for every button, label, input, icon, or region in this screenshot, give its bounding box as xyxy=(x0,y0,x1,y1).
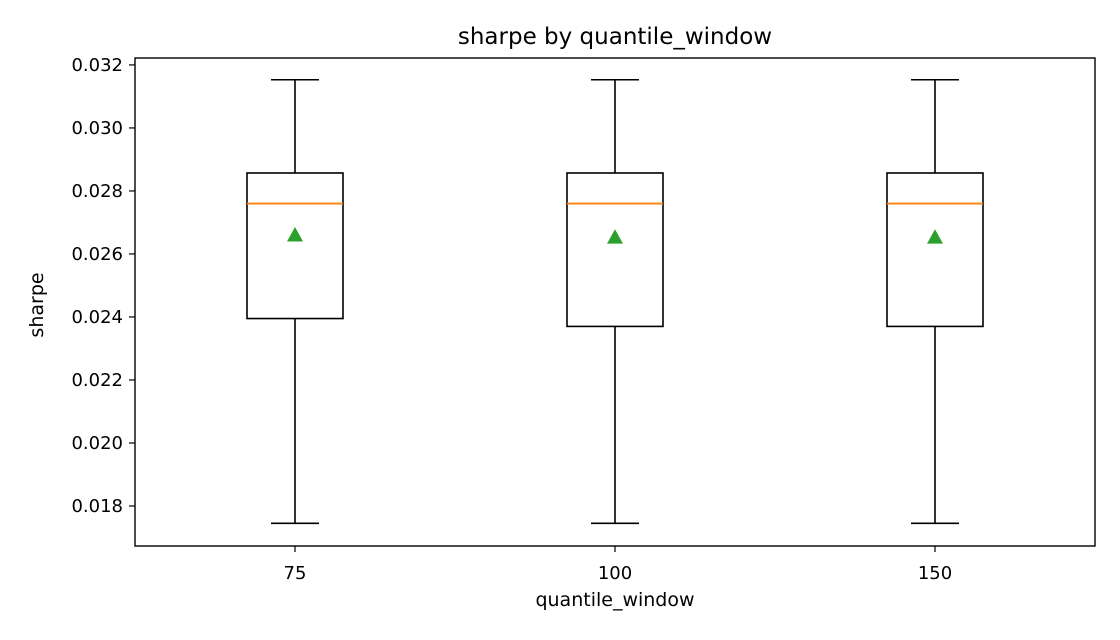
mean-marker xyxy=(607,229,623,244)
box-iqr xyxy=(566,172,664,328)
box-iqr xyxy=(886,172,984,328)
y-tick-label: 0.018 xyxy=(71,496,123,517)
mean-marker xyxy=(287,227,303,242)
y-tick-label: 0.022 xyxy=(71,370,123,391)
mean-marker xyxy=(927,229,943,244)
x-tick-label: 75 xyxy=(284,563,307,584)
y-tick-label: 0.030 xyxy=(71,118,123,139)
plot-area: 75 100 150 0.018 0.020 0.022 0.024 0.026 0.028 0.… xyxy=(71,55,1096,584)
x-axis-label: quantile_window xyxy=(535,589,694,611)
chart-title: sharpe by quantile_window xyxy=(458,24,772,50)
y-tick-label: 0.026 xyxy=(71,244,123,265)
y-tick-label: 0.028 xyxy=(71,181,123,202)
plot-frame xyxy=(134,57,1096,547)
y-tick-label: 0.024 xyxy=(71,307,123,328)
y-tick-label: 0.032 xyxy=(71,55,123,76)
y-axis-label: sharpe xyxy=(26,272,48,337)
x-tick-label: 150 xyxy=(918,563,952,584)
y-tick-label: 0.020 xyxy=(71,433,123,454)
box-iqr xyxy=(246,172,344,320)
x-tick-label: 100 xyxy=(598,563,632,584)
